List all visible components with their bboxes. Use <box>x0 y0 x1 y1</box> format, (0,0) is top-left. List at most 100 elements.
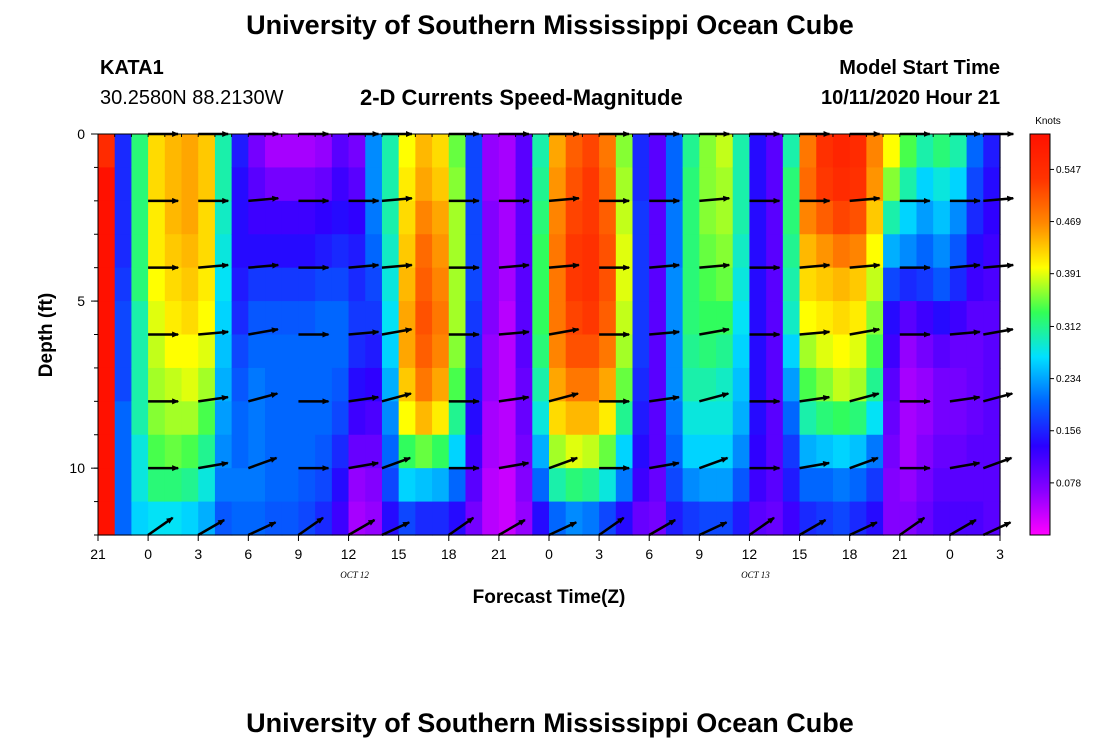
current-arrow <box>248 392 279 403</box>
heatmap-cell <box>782 501 801 536</box>
heatmap-cell <box>315 167 333 202</box>
heatmap-cell <box>498 468 517 503</box>
heatmap-cell <box>916 468 934 503</box>
heatmap-cell <box>482 301 500 336</box>
heatmap-cell <box>448 200 467 235</box>
heatmap-cell <box>214 234 233 269</box>
heatmap-cell <box>398 301 416 336</box>
heatmap-cell <box>298 434 316 469</box>
heatmap-cell <box>916 200 934 235</box>
x-tick-label: 12 <box>742 546 758 562</box>
heatmap-cell <box>816 134 834 169</box>
heatmap-cell <box>866 501 884 536</box>
heatmap-cell <box>198 468 216 503</box>
heatmap-cell <box>766 501 784 536</box>
current-arrow <box>849 327 881 336</box>
heatmap-cell <box>381 468 400 503</box>
heatmap-cell <box>415 167 433 202</box>
heatmap-cell <box>298 134 316 169</box>
current-arrow <box>949 461 981 470</box>
heatmap-cell <box>98 401 116 436</box>
heatmap-cell <box>498 234 517 269</box>
current-arrow <box>849 195 881 203</box>
heatmap-cell <box>649 334 667 369</box>
heatmap-cell <box>498 401 517 436</box>
heatmap-cell <box>315 401 333 436</box>
current-arrow <box>799 395 831 403</box>
heatmap-cell <box>582 501 600 536</box>
heatmap-cell <box>899 367 918 402</box>
colorbar: Knots 0.078 0.156 0.234 0.312 0.391 0.469 0.54… <box>1029 116 1081 536</box>
heatmap-cell <box>331 334 350 369</box>
heatmap-cell <box>599 234 617 269</box>
heatmap-cell <box>98 301 116 336</box>
date-label: OCT 12 <box>340 570 369 580</box>
current-arrow <box>498 262 530 269</box>
heatmap-cell <box>148 334 166 369</box>
heatmap-cell <box>582 401 600 436</box>
heatmap-cell <box>866 134 884 169</box>
heatmap-cell <box>799 301 817 336</box>
heatmap-cell <box>198 334 216 369</box>
heatmap-cell <box>148 200 166 235</box>
heatmap-cell <box>983 434 1001 469</box>
heatmap-cell <box>599 434 617 469</box>
heatmap-cell <box>331 468 350 503</box>
heatmap-cell <box>699 334 717 369</box>
heatmap-cell <box>298 468 316 503</box>
heatmap-cell <box>532 434 550 469</box>
current-arrow <box>982 521 1012 537</box>
current-arrow <box>983 327 1014 336</box>
footer-title: University of Southern Mississippi Ocean… <box>246 708 854 738</box>
heatmap-cell <box>198 167 216 202</box>
heatmap-cell <box>265 468 283 503</box>
heatmap-cell <box>365 167 383 202</box>
current-arrow <box>381 327 413 336</box>
heatmap-cell <box>899 468 918 503</box>
heatmap-cell <box>916 267 934 302</box>
heatmap-cell <box>164 267 183 302</box>
heatmap-cell <box>883 401 901 436</box>
heatmap-cell <box>231 267 249 302</box>
heatmap-cell <box>498 434 517 469</box>
heatmap-cell <box>214 134 233 169</box>
heatmap-cell <box>114 167 133 202</box>
heatmap-cell <box>732 301 751 336</box>
heatmap-cell <box>615 468 634 503</box>
heatmap-cell <box>131 401 149 436</box>
heatmap-cell <box>799 234 817 269</box>
heatmap-cell <box>749 401 767 436</box>
heatmap-cell <box>498 301 517 336</box>
heatmap-cell <box>331 501 350 536</box>
heatmap-cell <box>131 134 149 169</box>
heatmap-cell <box>615 267 634 302</box>
heatmap-cell <box>498 367 517 402</box>
heatmap-cell <box>148 167 166 202</box>
heatmap-cell <box>365 301 383 336</box>
x-tick-label: 0 <box>144 546 152 562</box>
heatmap-cell <box>682 501 700 536</box>
x-axis-title: Forecast Time(Z) <box>473 587 626 608</box>
heatmap-cell <box>665 367 684 402</box>
heatmap-cell <box>164 434 183 469</box>
heatmap-cell <box>465 134 483 169</box>
heatmap-cell <box>582 234 600 269</box>
heatmap-cell <box>933 501 951 536</box>
heatmap-cell <box>214 167 233 202</box>
heatmap-cell <box>983 200 1001 235</box>
heatmap-cell <box>782 167 801 202</box>
heatmap-cell <box>549 334 567 369</box>
heatmap-cell <box>866 301 884 336</box>
heatmap-cell <box>98 334 116 369</box>
x-tick-label: 21 <box>90 546 106 562</box>
heatmap-cell <box>231 367 249 402</box>
heatmap-cell <box>749 200 767 235</box>
heatmap-cell <box>114 301 133 336</box>
heatmap-cell <box>615 167 634 202</box>
date-label: OCT 13 <box>741 570 770 580</box>
heatmap-cell <box>465 234 483 269</box>
heatmap-cell <box>782 468 801 503</box>
heatmap-cell <box>582 434 600 469</box>
heatmap-cell <box>883 200 901 235</box>
